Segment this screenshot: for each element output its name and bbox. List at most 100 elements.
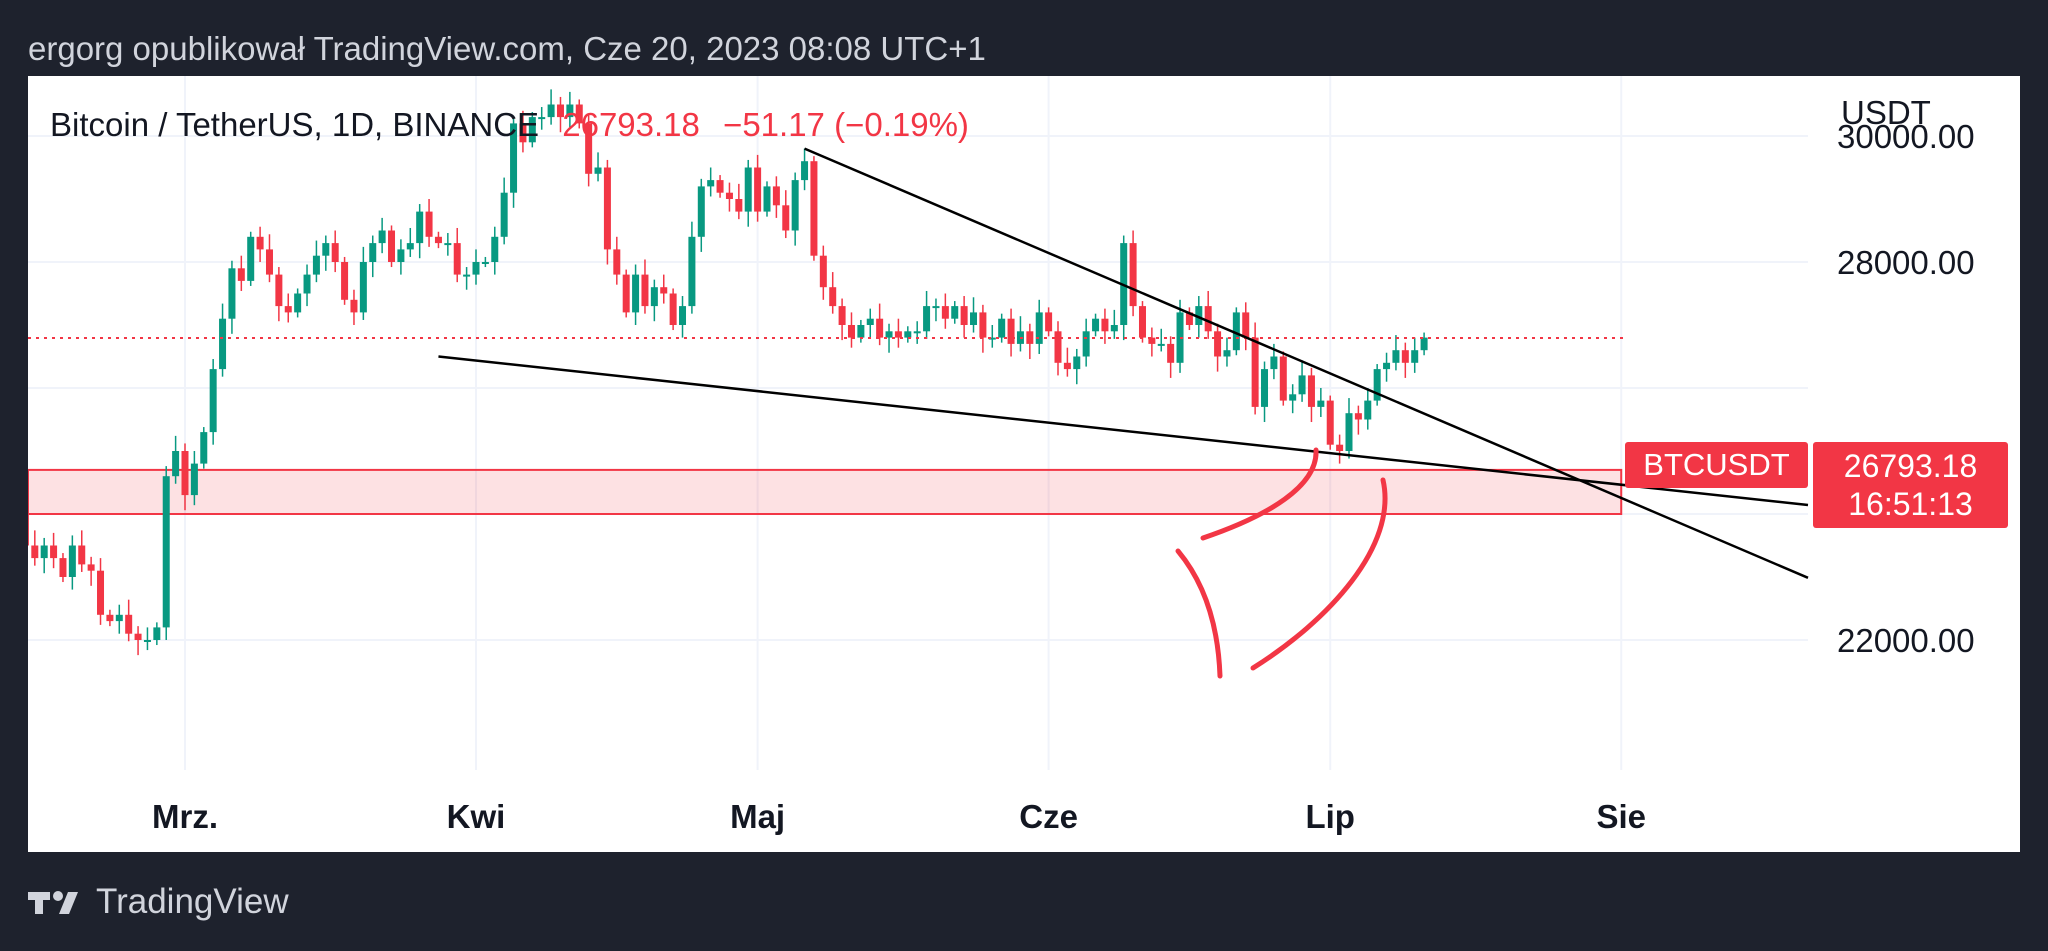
candle-body xyxy=(341,262,349,300)
candle-body xyxy=(528,117,536,143)
candle-body xyxy=(172,451,180,477)
legend-last-price: 26793.18 xyxy=(562,106,700,143)
candle-body xyxy=(1392,350,1400,363)
candle-body xyxy=(951,306,959,319)
candle-body xyxy=(866,318,874,325)
candle-body xyxy=(1054,331,1062,363)
support-zone xyxy=(28,468,1623,515)
candle-body xyxy=(28,514,29,546)
candle-body xyxy=(1129,243,1137,307)
candle-body xyxy=(1045,312,1053,332)
candle-body xyxy=(350,299,358,313)
candle-body xyxy=(453,243,461,275)
price-chart[interactable]: Mrz.KwiMajCzeLipSie22000.0024000.0028000… xyxy=(28,76,2020,852)
candle-body xyxy=(688,236,696,307)
candle-body xyxy=(1317,400,1325,407)
publisher-line: ergorg opublikował TradingView.com, Cze … xyxy=(28,30,986,67)
candle-body xyxy=(1364,400,1372,420)
candle-body xyxy=(1007,318,1015,344)
candle-body xyxy=(1063,362,1071,370)
x-tick-label: Maj xyxy=(730,798,785,835)
y-tick-label: 30000.00 xyxy=(1837,118,1975,155)
candle-body xyxy=(847,325,855,338)
candle-body xyxy=(181,451,189,496)
candle-body xyxy=(725,192,733,199)
candle-body xyxy=(829,287,837,307)
candle-body xyxy=(660,287,668,294)
annotation-curve-right xyxy=(1250,477,1388,671)
annotation-curve-mid xyxy=(1200,447,1319,541)
candle-body xyxy=(247,236,255,281)
candle-body xyxy=(1167,343,1175,363)
candle-body xyxy=(209,369,217,433)
candle-body xyxy=(265,249,273,275)
candle-body xyxy=(416,211,424,244)
price-badge-value: 26793.18 xyxy=(1843,448,1978,484)
candle-body xyxy=(904,331,912,338)
candle-body xyxy=(819,255,827,288)
candle-body xyxy=(1232,312,1240,351)
candle-body xyxy=(1373,369,1381,401)
candle-body xyxy=(650,287,658,307)
chart-panel[interactable]: Mrz.KwiMajCzeLipSie22000.0024000.0028000… xyxy=(28,76,2020,852)
candle-body xyxy=(322,243,330,256)
candle-body xyxy=(190,463,198,496)
candle-body xyxy=(434,236,442,244)
candle-body xyxy=(219,318,227,370)
candle-body xyxy=(463,274,471,277)
candle-body xyxy=(538,117,546,120)
candle-body xyxy=(1082,331,1090,357)
x-tick-label: Mrz. xyxy=(152,798,218,835)
candle-body xyxy=(575,104,583,124)
candle-body xyxy=(472,262,480,275)
candle-body xyxy=(1242,312,1250,338)
candle-body xyxy=(481,262,489,264)
candle-body xyxy=(744,167,752,212)
candle-body xyxy=(932,306,940,309)
candle-body xyxy=(632,274,640,313)
candle-body xyxy=(1035,312,1043,344)
candle-body xyxy=(679,306,687,325)
candle-body xyxy=(613,249,621,275)
candle-body xyxy=(603,167,611,250)
candle-body xyxy=(1110,325,1118,332)
annotation-curve-left xyxy=(1175,548,1223,679)
candle-body xyxy=(1138,306,1146,338)
candle-body xyxy=(622,274,630,313)
candle-body xyxy=(1073,356,1081,370)
candle-body xyxy=(1336,444,1344,451)
candle-body xyxy=(125,614,133,634)
candle-body xyxy=(388,230,396,262)
symbol-badge: BTCUSDT xyxy=(1625,442,1808,488)
candle-body xyxy=(59,558,67,577)
candle-body xyxy=(519,123,527,143)
candle-body xyxy=(1270,356,1278,370)
candle-body xyxy=(1401,350,1409,363)
x-tick-label: Sie xyxy=(1596,798,1646,835)
candle-body xyxy=(510,123,518,193)
candle-body xyxy=(40,545,48,559)
trendline-upper xyxy=(804,147,1809,579)
candle-body xyxy=(960,306,968,325)
candle-body xyxy=(641,274,649,307)
candle-body xyxy=(228,268,236,319)
candle-body xyxy=(1223,350,1231,357)
candle-body xyxy=(50,545,58,559)
legend-symbol: Bitcoin / TetherUS, 1D, BINANCE xyxy=(50,106,540,143)
candle-body xyxy=(857,325,865,338)
candle-body xyxy=(547,104,555,118)
candle-body xyxy=(1148,337,1156,344)
candle-body xyxy=(406,243,414,250)
candle-body xyxy=(87,564,95,571)
tradingview-logo-icon xyxy=(28,891,78,914)
candle-body xyxy=(894,331,902,338)
candle-body xyxy=(585,123,593,174)
candle-body xyxy=(143,640,151,642)
candle-body xyxy=(707,180,715,187)
candle-body xyxy=(801,161,809,181)
candle-body xyxy=(876,318,884,338)
candle-body xyxy=(1411,350,1419,363)
candle-body xyxy=(153,627,161,640)
candle-body xyxy=(303,274,311,294)
x-tick-label: Lip xyxy=(1305,798,1354,835)
